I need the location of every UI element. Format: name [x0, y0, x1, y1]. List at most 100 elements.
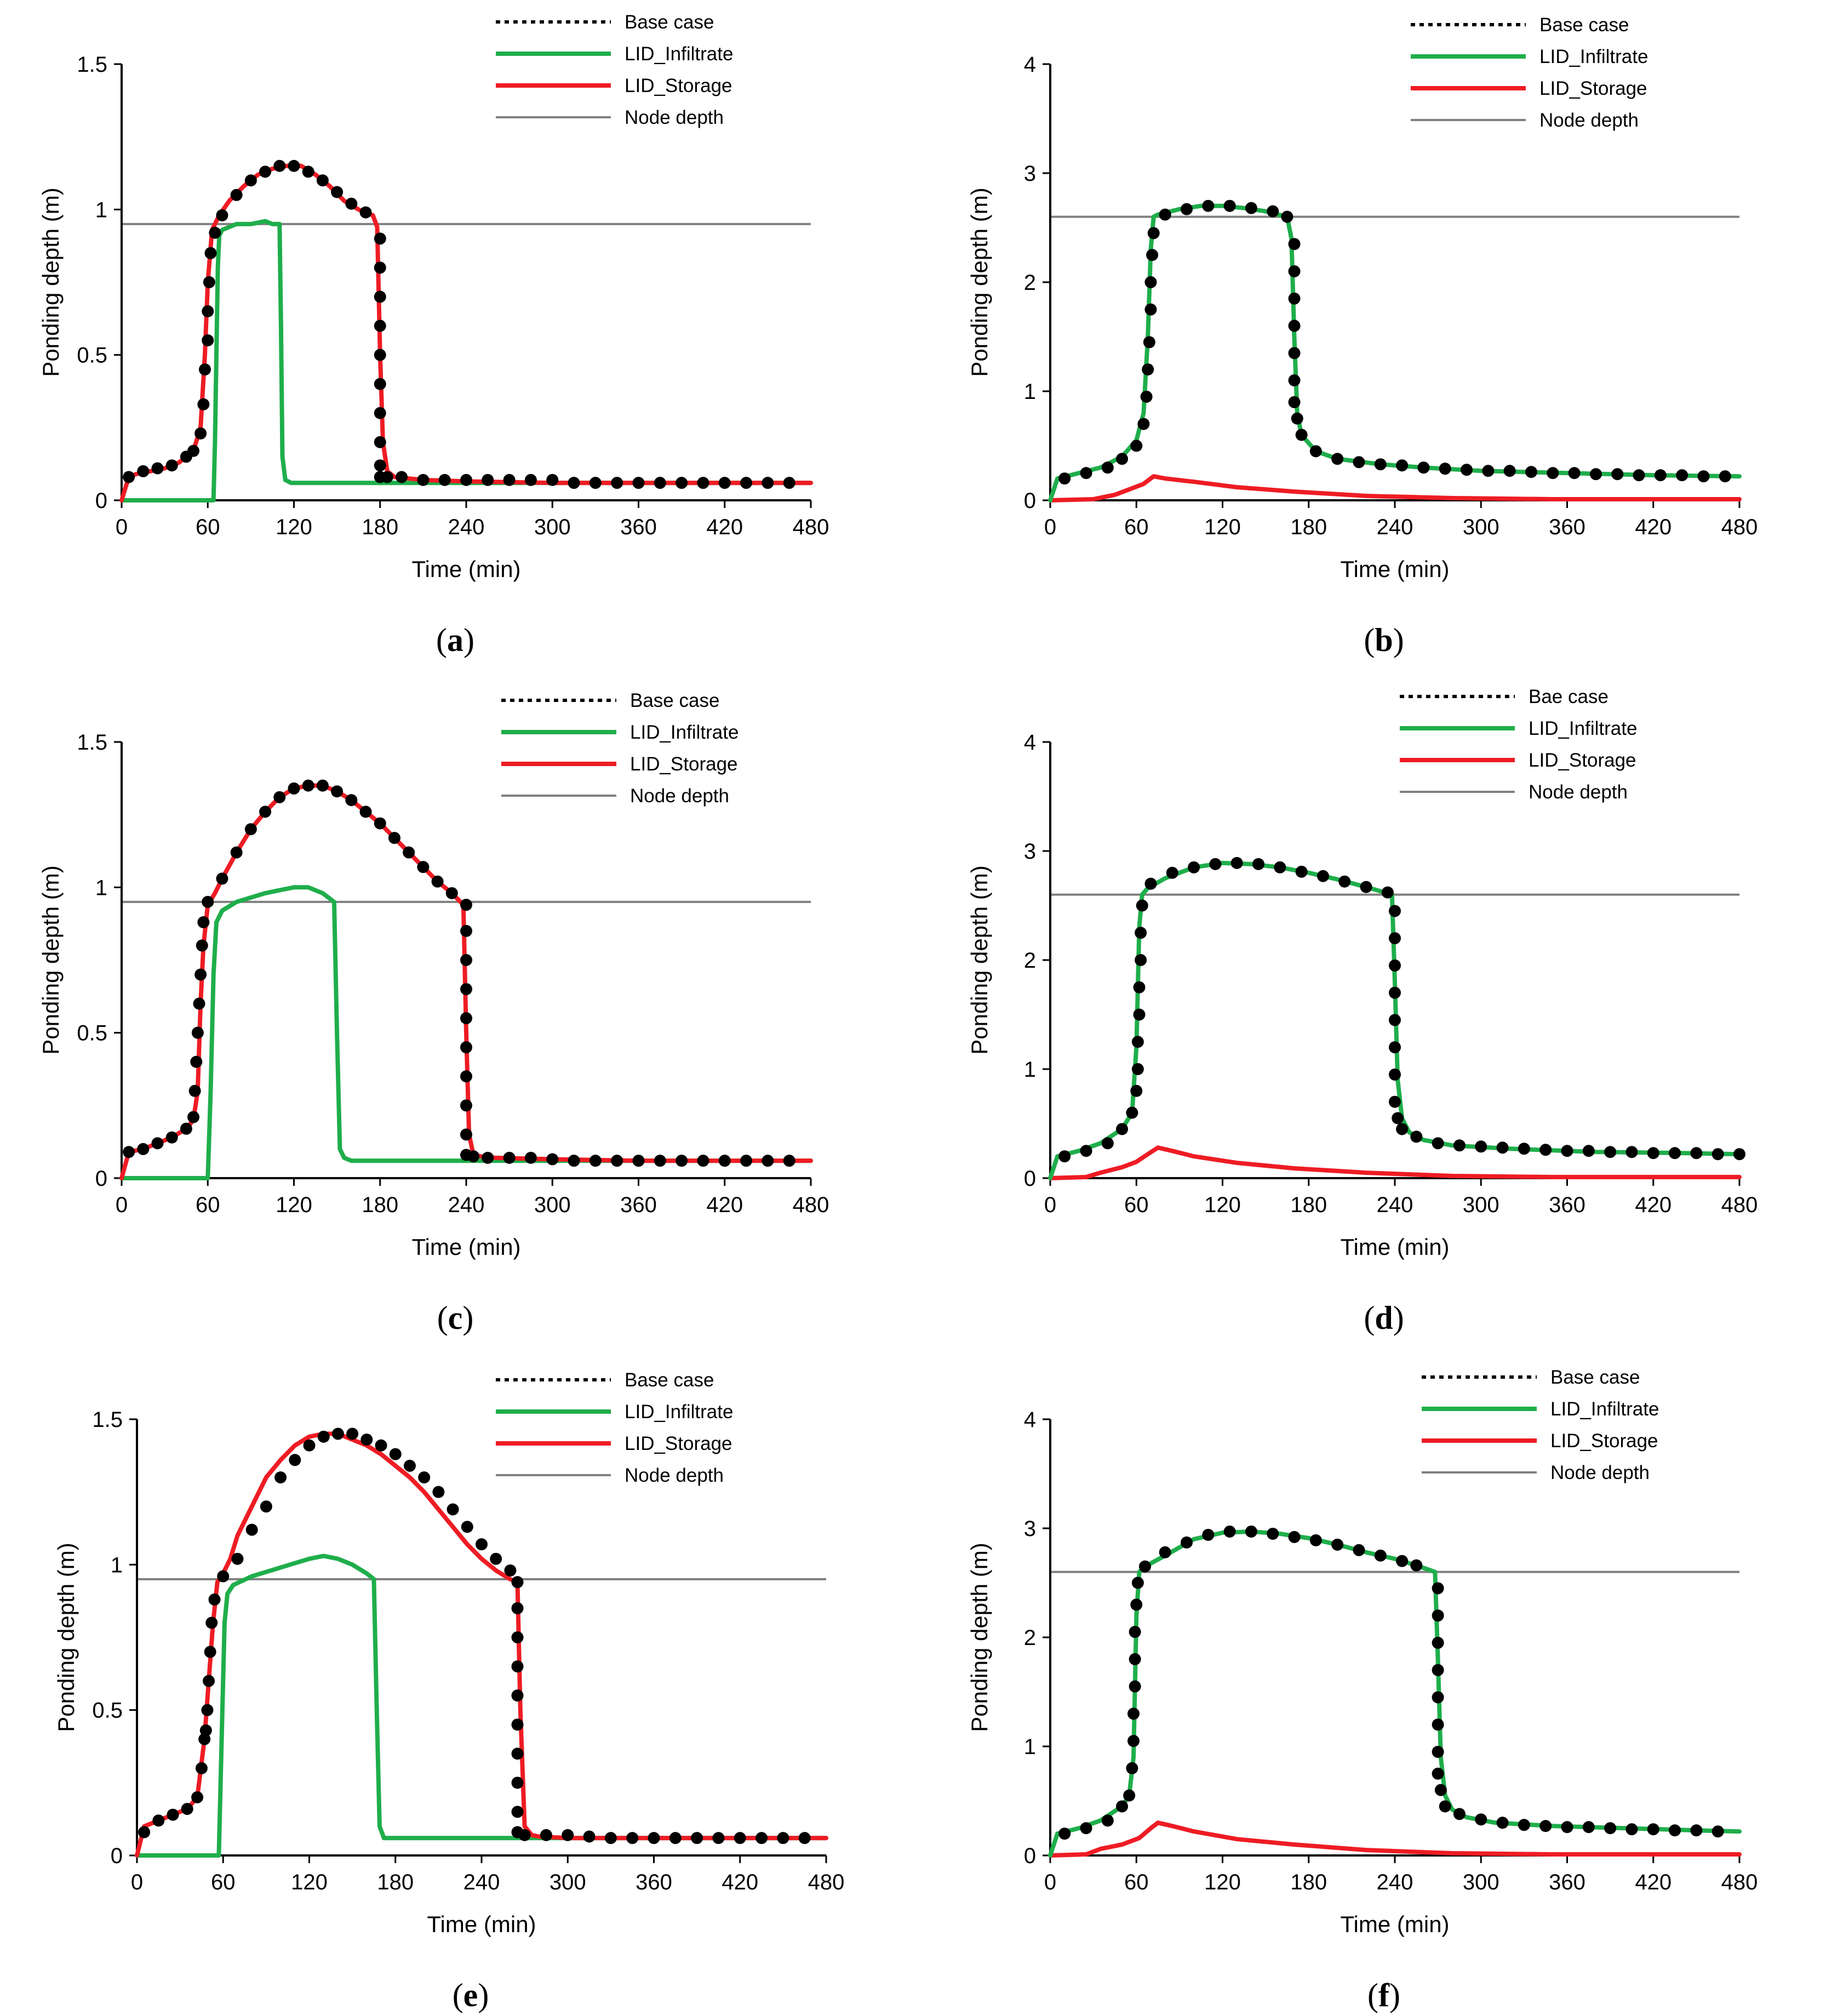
base-case-marker	[1647, 1823, 1659, 1836]
base-case-marker	[346, 1427, 359, 1440]
base-case-marker	[1309, 445, 1322, 458]
legend-label: Node depth	[630, 785, 729, 807]
chart-panel-b: 0 60 120 180 240 300 360 420 480 0 1 2 3 4 Time (min) P…	[966, 14, 1758, 658]
x-tick-label: 180	[377, 1870, 414, 1894]
base-case-marker	[1654, 469, 1667, 482]
base-case-marker	[123, 471, 135, 483]
base-case-marker	[460, 954, 472, 966]
base-case-marker	[1417, 461, 1430, 474]
x-axis-label: Time (min)	[1340, 556, 1449, 582]
y-tick-label: 2	[1024, 1626, 1036, 1650]
x-tick-label: 240	[448, 1193, 485, 1217]
base-case-marker	[445, 887, 458, 899]
y-tick-label: 0	[1024, 489, 1036, 513]
base-case-marker	[359, 206, 372, 219]
base-case-marker	[460, 1012, 472, 1025]
base-case-marker	[1202, 1528, 1215, 1541]
base-case-marker	[1101, 1814, 1114, 1827]
base-case-marker	[374, 407, 386, 419]
base-case-marker	[1374, 1549, 1387, 1562]
x-tick-label: 300	[534, 515, 571, 539]
x-tick-label: 60	[1124, 515, 1149, 539]
base-case-marker	[460, 1128, 472, 1141]
base-case-marker	[374, 459, 386, 472]
legend-label: LID_Storage	[630, 753, 738, 775]
base-case-marker	[181, 1803, 193, 1815]
base-case-marker	[209, 226, 221, 239]
x-tick-label: 360	[1549, 1193, 1585, 1217]
legend-label: LID_Storage	[1529, 750, 1636, 771]
x-tick-label: 120	[1204, 1870, 1241, 1894]
x-tick-label: 420	[1635, 515, 1672, 539]
base-case-marker	[1135, 954, 1147, 966]
base-case-marker	[194, 427, 207, 439]
chart-panel-c: 0 60 120 180 240 300 360 420 480 0 0.5 1 1.5 Time (mi…	[38, 690, 829, 1336]
chart-panel-f: 0 60 120 180 240 300 360 420 480 0 1 2 3 4 Time (min) P…	[966, 1367, 1758, 2013]
base-case-marker	[1274, 861, 1286, 873]
base-case-marker	[260, 1500, 272, 1513]
base-case-marker	[1159, 1546, 1171, 1558]
base-case-marker	[1116, 1800, 1129, 1813]
base-case-marker	[1131, 1577, 1144, 1589]
base-case-marker	[546, 473, 559, 486]
base-case-marker	[1281, 210, 1293, 223]
base-case-marker	[1080, 1822, 1092, 1835]
base-case-marker	[1316, 870, 1329, 882]
y-tick-label: 1.5	[92, 1408, 123, 1432]
base-case-marker	[718, 477, 731, 489]
base-case-marker	[381, 471, 393, 483]
base-case-marker	[1410, 1130, 1423, 1143]
base-case-marker	[1547, 467, 1559, 479]
base-case-marker	[1461, 464, 1473, 476]
base-case-marker	[1432, 1137, 1444, 1150]
base-case-marker	[1389, 1014, 1401, 1026]
base-case-marker	[205, 1617, 218, 1629]
base-case-marker	[611, 477, 623, 489]
base-case-marker	[231, 1552, 244, 1565]
base-case-marker	[1568, 467, 1581, 479]
base-case-marker	[1561, 1145, 1573, 1157]
base-case-marker	[374, 232, 386, 245]
legend-label: LID_Infiltrate	[1529, 718, 1637, 739]
x-tick-label: 0	[116, 515, 128, 539]
base-case-marker	[374, 290, 386, 303]
base-case-marker	[1633, 469, 1645, 482]
base-case-marker	[1432, 1609, 1444, 1622]
base-case-marker	[388, 832, 400, 844]
base-case-marker	[604, 1832, 617, 1844]
base-case-marker	[331, 1427, 344, 1440]
base-case-marker	[568, 477, 580, 489]
base-case-marker	[1223, 1525, 1236, 1538]
base-case-marker	[1137, 418, 1150, 430]
legend-label: LID_Storage	[1539, 78, 1647, 99]
base-case-marker	[1147, 227, 1160, 239]
y-axis-label: Ponding depth (m)	[966, 865, 992, 1055]
x-tick-label: 420	[1635, 1870, 1672, 1894]
base-case-marker	[798, 1832, 811, 1844]
legend-label: LID_Infiltrate	[630, 722, 739, 743]
base-case-marker	[1144, 877, 1157, 890]
base-case-marker	[460, 1041, 472, 1054]
base-case-marker	[203, 1675, 215, 1687]
series-line-lid-storage	[1048, 1820, 1742, 1858]
x-tick-label: 0	[1044, 1193, 1056, 1217]
y-axis-label: Ponding depth (m)	[38, 865, 64, 1055]
y-tick-label: 1.5	[77, 53, 107, 77]
base-case-marker	[1126, 1762, 1138, 1774]
x-tick-label: 420	[1635, 1193, 1672, 1217]
x-tick-label: 0	[1044, 515, 1056, 539]
base-case-marker	[1432, 1691, 1444, 1704]
base-case-marker	[1625, 1823, 1638, 1836]
legend-label: Base case	[1550, 1367, 1640, 1388]
y-axis-label: Ponding depth (m)	[966, 1543, 992, 1732]
base-case-marker	[1503, 465, 1516, 477]
base-case-marker	[360, 1434, 373, 1446]
base-case-marker	[518, 1829, 531, 1841]
base-case-marker	[274, 1471, 287, 1484]
base-case-marker	[1230, 856, 1243, 869]
base-case-marker	[288, 782, 300, 795]
y-tick-label: 3	[1024, 162, 1036, 186]
base-case-marker	[1432, 1767, 1444, 1780]
